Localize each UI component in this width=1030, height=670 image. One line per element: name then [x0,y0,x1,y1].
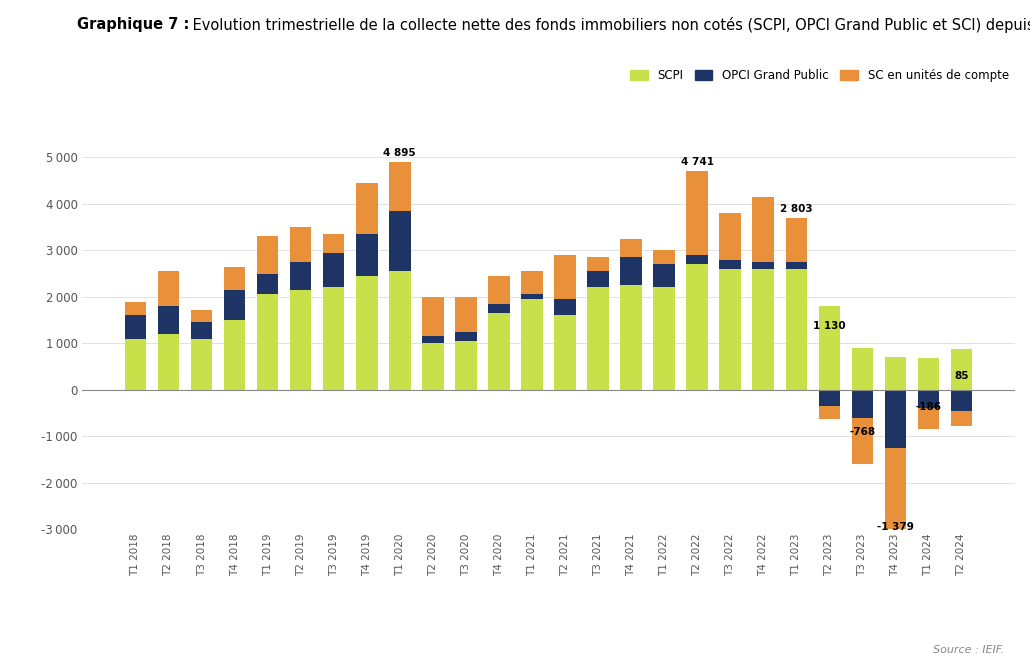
Bar [488,276,510,304]
Bar [819,306,840,390]
Bar [422,297,444,336]
Bar [158,306,179,334]
Bar [554,316,576,390]
Text: Graphique 7 :: Graphique 7 : [77,17,190,31]
Bar [852,390,873,417]
Bar [125,316,146,338]
Bar [951,390,972,411]
Bar [653,251,675,264]
Bar [951,349,972,390]
Bar [356,276,378,390]
Text: 2 803: 2 803 [780,204,813,214]
Bar [224,320,245,390]
Bar [819,390,840,406]
Bar [620,239,642,257]
Bar [422,343,444,390]
Bar [852,417,873,464]
Bar [455,297,477,332]
Bar [521,299,543,390]
Bar [356,234,378,276]
Bar [256,273,278,294]
Bar [587,287,609,390]
Bar [653,287,675,390]
Text: 85: 85 [954,371,968,381]
Bar [753,269,774,390]
Bar [554,255,576,299]
Bar [719,213,741,259]
Bar [753,262,774,269]
Bar [256,294,278,390]
Text: 4 741: 4 741 [681,157,714,167]
Bar [224,290,245,320]
Bar [587,271,609,287]
Bar [786,269,806,390]
Bar [323,287,344,390]
Bar [521,271,543,294]
Bar [455,341,477,390]
Text: -186: -186 [916,402,941,412]
Text: Evolution trimestrielle de la collecte nette des fonds immobiliers non cotés (SC: Evolution trimestrielle de la collecte n… [188,17,1030,33]
Bar [389,211,411,271]
Bar [686,255,708,264]
Bar [389,271,411,390]
Text: 1 130: 1 130 [813,321,846,331]
Bar [224,267,245,290]
Bar [786,262,806,269]
Bar [191,338,212,390]
Legend: SCPI, OPCI Grand Public, SC en unités de compte: SCPI, OPCI Grand Public, SC en unités de… [629,69,1008,82]
Bar [256,237,278,273]
Bar [191,310,212,322]
Bar [686,264,708,390]
Bar [521,294,543,299]
Bar [620,285,642,390]
Bar [753,197,774,262]
Text: -1 379: -1 379 [877,522,914,532]
Bar [290,262,311,290]
Text: Source : IEIF.: Source : IEIF. [933,645,1004,655]
Text: -768: -768 [850,427,876,437]
Bar [918,390,939,409]
Bar [620,257,642,285]
Bar [951,411,972,425]
Bar [290,227,311,262]
Bar [587,257,609,271]
Bar [488,304,510,313]
Bar [885,448,906,550]
Bar [918,409,939,429]
Bar [719,269,741,390]
Bar [356,183,378,234]
Bar [290,290,311,390]
Bar [819,406,840,419]
Bar [125,302,146,316]
Bar [191,322,212,338]
Bar [488,313,510,390]
Bar [918,358,939,390]
Bar [158,271,179,306]
Bar [686,172,708,255]
Bar [786,218,806,262]
Bar [719,259,741,269]
Text: 4 895: 4 895 [383,147,416,157]
Bar [125,338,146,390]
Bar [885,390,906,448]
Bar [885,357,906,390]
Bar [422,336,444,343]
Bar [389,162,411,211]
Bar [323,234,344,253]
Bar [852,348,873,390]
Bar [158,334,179,390]
Bar [455,332,477,341]
Bar [653,264,675,287]
Bar [554,299,576,316]
Bar [323,253,344,287]
